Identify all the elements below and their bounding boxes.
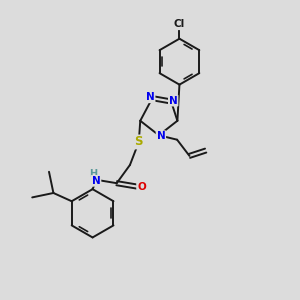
Text: N: N bbox=[157, 131, 165, 141]
Text: S: S bbox=[134, 136, 143, 148]
Text: N: N bbox=[169, 96, 178, 106]
Text: N: N bbox=[146, 92, 154, 102]
Text: Cl: Cl bbox=[174, 19, 185, 29]
Text: N: N bbox=[92, 176, 100, 186]
Text: O: O bbox=[137, 182, 146, 192]
Text: H: H bbox=[89, 169, 97, 179]
